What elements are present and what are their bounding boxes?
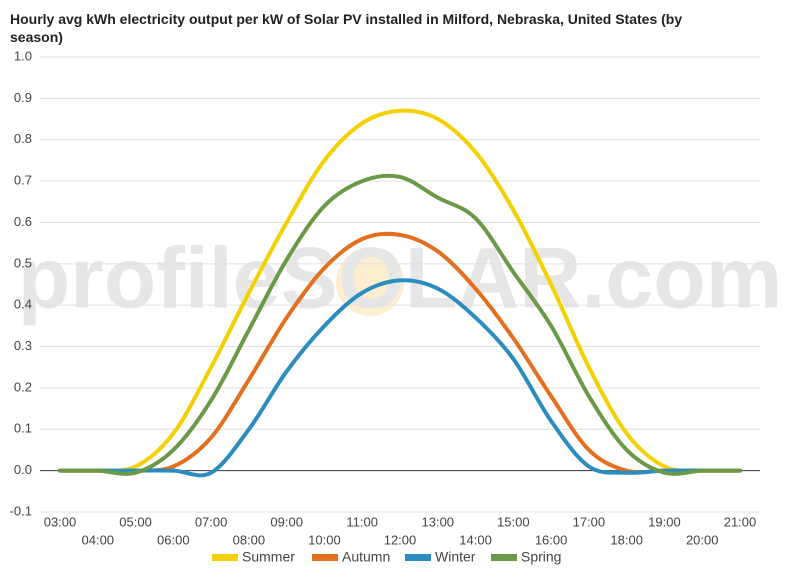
y-tick-label: 0.0 xyxy=(14,462,32,477)
y-tick-label: 0.2 xyxy=(14,379,32,394)
x-tick-label: 06:00 xyxy=(157,532,190,547)
x-tick-label: 03:00 xyxy=(44,514,77,529)
y-tick-label: 0.9 xyxy=(14,90,32,105)
x-tick-label: 04:00 xyxy=(82,532,115,547)
legend-swatch xyxy=(212,554,238,561)
x-tick-label: 13:00 xyxy=(422,514,455,529)
legend-label: Autumn xyxy=(342,549,390,565)
x-tick-label: 07:00 xyxy=(195,514,228,529)
y-tick-label: 0.5 xyxy=(14,255,32,270)
y-tick-label: 0.7 xyxy=(14,173,32,188)
legend-label: Spring xyxy=(521,549,561,565)
y-tick-label: 0.4 xyxy=(14,297,32,312)
x-tick-label: 15:00 xyxy=(497,514,530,529)
x-tick-label: 10:00 xyxy=(308,532,341,547)
x-tick-label: 14:00 xyxy=(459,532,492,547)
x-tick-label: 08:00 xyxy=(233,532,266,547)
y-tick-label: 0.1 xyxy=(14,421,32,436)
series-line xyxy=(58,231,742,475)
legend-swatch xyxy=(405,554,431,561)
y-tick-label: 0.8 xyxy=(14,131,32,146)
legend-swatch xyxy=(491,554,517,561)
y-tick-label: -0.1 xyxy=(10,503,32,518)
y-tick-label: 1.0 xyxy=(14,48,32,63)
x-tick-label: 11:00 xyxy=(346,514,378,529)
x-tick-label: 20:00 xyxy=(686,532,719,547)
series-line xyxy=(58,278,742,478)
y-tick-label: 0.6 xyxy=(14,214,32,229)
x-tick-label: 17:00 xyxy=(573,514,606,529)
x-tick-label: 12:00 xyxy=(384,532,417,547)
series-line xyxy=(58,173,742,476)
legend-label: Summer xyxy=(242,549,295,565)
legend-swatch xyxy=(312,554,338,561)
x-tick-label: 19:00 xyxy=(648,514,681,529)
x-tick-label: 09:00 xyxy=(270,514,303,529)
x-tick-label: 05:00 xyxy=(119,514,152,529)
x-tick-label: 18:00 xyxy=(610,532,643,547)
series-line xyxy=(58,108,742,473)
chart-title: Hourly avg kWh electricity output per kW… xyxy=(10,11,683,45)
x-tick-label: 16:00 xyxy=(535,532,568,547)
legend-label: Winter xyxy=(435,549,476,565)
y-tick-label: 0.3 xyxy=(14,338,32,353)
x-tick-label: 21:00 xyxy=(724,514,757,529)
